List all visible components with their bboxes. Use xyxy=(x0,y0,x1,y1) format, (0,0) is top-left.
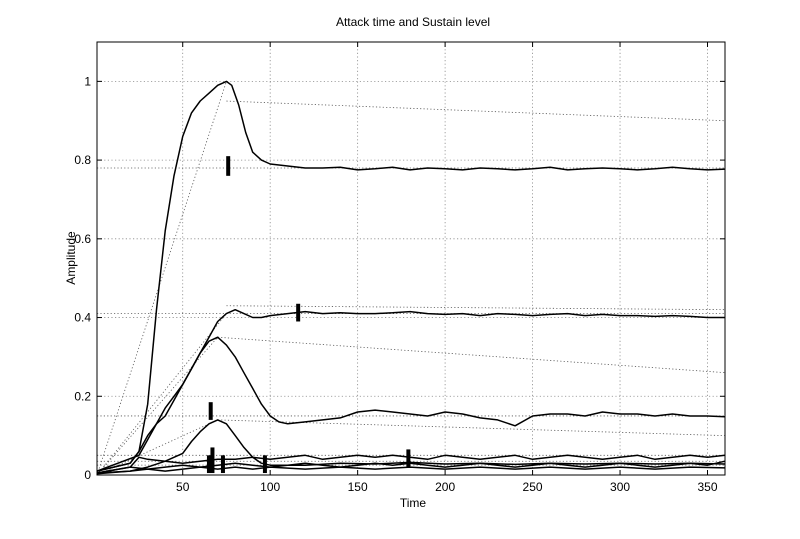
x-axis-label: Time xyxy=(400,496,427,510)
series-line-7 xyxy=(96,466,726,475)
ticks-layer: 50 100 150 200 250 300 350 0 0.2 0.4 0.6 0.8 1 xyxy=(74,42,725,494)
envelope-guide-line xyxy=(226,100,726,122)
y-tick-label: 0.2 xyxy=(74,389,91,403)
grid-layer xyxy=(97,42,725,475)
envelope-guide-line xyxy=(96,81,227,476)
envelope-guide-line xyxy=(96,313,227,476)
x-tick-label: 200 xyxy=(435,480,455,494)
plot-area-frame xyxy=(96,41,726,476)
x-tick-label: 100 xyxy=(260,480,280,494)
x-tick-label: 300 xyxy=(610,480,630,494)
series-line-1 xyxy=(96,80,726,472)
attack-markers-layer xyxy=(206,156,411,474)
y-tick-label: 0.8 xyxy=(74,153,91,167)
x-tick-label: 50 xyxy=(176,480,190,494)
y-axis-label: Amplitude xyxy=(64,231,78,285)
series-line-3 xyxy=(96,336,726,472)
y-tick-label: 0 xyxy=(84,468,91,482)
chart-title: Attack time and Sustain level xyxy=(336,15,490,29)
series-line-6 xyxy=(96,460,726,474)
x-tick-label: 350 xyxy=(697,480,717,494)
guide-lines-layer xyxy=(96,81,726,476)
x-tick-label: 250 xyxy=(523,480,543,494)
y-tick-label: 1 xyxy=(84,74,91,88)
envelope-guide-line xyxy=(226,305,726,311)
y-tick-label: 0.4 xyxy=(74,311,91,325)
x-tick-label: 150 xyxy=(348,480,368,494)
y-tick-label: 0.6 xyxy=(74,232,91,246)
